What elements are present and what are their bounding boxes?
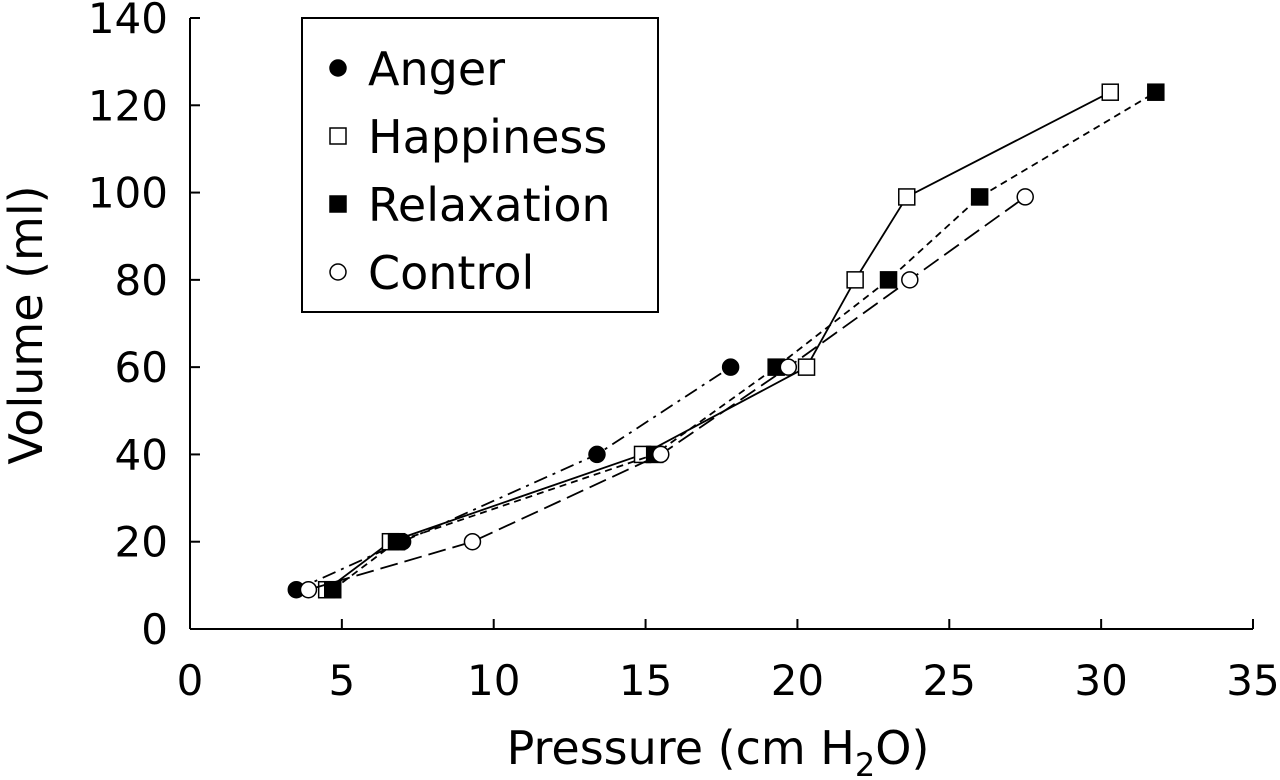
- series-anger: [287, 358, 740, 599]
- x-axis-label-subscript: 2: [855, 746, 875, 780]
- data-point-anger: [721, 358, 740, 376]
- x-tick-label: 0: [177, 656, 204, 705]
- data-point-relaxation: [323, 580, 342, 599]
- data-point-control: [299, 580, 318, 599]
- data-point-control: [779, 358, 798, 376]
- y-tick-label: 100: [88, 169, 168, 218]
- data-point-happiness: [1101, 83, 1120, 101]
- data-point-relaxation: [970, 188, 989, 206]
- series-control: [299, 188, 1034, 599]
- y-tick-label: 80: [115, 256, 168, 305]
- data-point-relaxation: [1147, 83, 1165, 101]
- data-point-control: [1016, 188, 1034, 206]
- x-tick-label: 15: [619, 656, 672, 705]
- data-point-relaxation: [387, 532, 406, 551]
- y-tick-label: 20: [115, 518, 168, 567]
- y-tick-label: 0: [141, 605, 168, 654]
- series-layer: [287, 83, 1165, 599]
- legend-marker-relaxation: [329, 195, 347, 213]
- data-point-control: [463, 532, 482, 551]
- x-axis-label-end: O): [875, 721, 929, 775]
- legend-label-anger: Anger: [368, 42, 505, 96]
- legend-marker-anger: [329, 59, 347, 77]
- y-tick-label: 120: [88, 81, 168, 130]
- x-tick-label: 10: [467, 656, 520, 705]
- data-point-control: [652, 445, 670, 464]
- data-point-anger: [588, 445, 606, 464]
- data-point-control: [901, 271, 919, 289]
- y-tick-label: 60: [115, 343, 168, 392]
- data-point-happiness: [898, 188, 916, 206]
- legend-box: [301, 17, 659, 313]
- x-tick-label: 20: [771, 656, 824, 705]
- x-tick-label: 30: [1074, 656, 1127, 705]
- series-line-anger: [295, 366, 732, 591]
- legend: Anger Happiness Relaxation Control: [301, 17, 659, 313]
- series-line-control: [308, 196, 1026, 591]
- y-tick-label: 40: [115, 430, 168, 479]
- axes: 0 5 10 15 20 25 30 35 0 20 40 60 80 100 120 140: [88, 0, 1280, 705]
- legend-marker-control: [329, 263, 347, 281]
- x-tick-label: 35: [1226, 656, 1279, 705]
- x-tick-label: 5: [328, 656, 355, 705]
- x-axis-label: Pressure (cm H2O): [507, 721, 930, 780]
- data-point-happiness: [846, 271, 864, 289]
- x-axis-label-main: Pressure (cm H: [507, 721, 855, 775]
- legend-label-happiness: Happiness: [368, 110, 607, 164]
- y-axis-label: Volume (ml): [0, 185, 53, 464]
- data-point-relaxation: [879, 271, 898, 289]
- data-point-happiness: [797, 358, 816, 376]
- x-tick-label: 25: [923, 656, 976, 705]
- legend-label-relaxation: Relaxation: [368, 178, 611, 232]
- legend-marker-happiness: [329, 127, 347, 145]
- y-tick-label: 140: [88, 0, 168, 43]
- legend-label-control: Control: [368, 246, 534, 300]
